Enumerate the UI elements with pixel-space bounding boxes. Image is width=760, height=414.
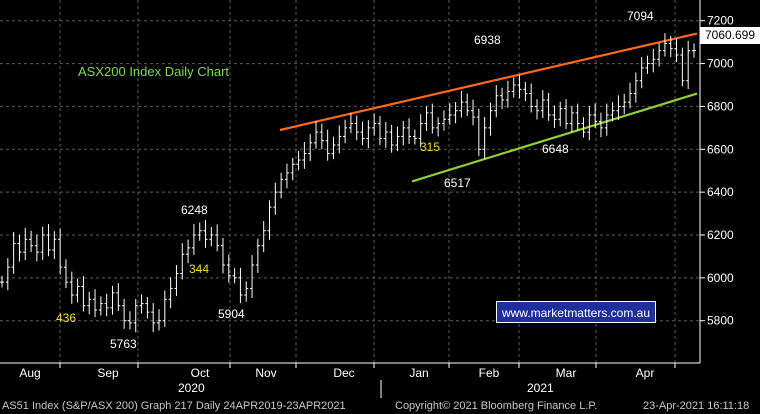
x-month-label: Nov xyxy=(255,366,276,380)
upper-trend-line xyxy=(279,32,698,132)
x-month-label: Dec xyxy=(333,366,354,380)
y-tick-label: 5800 xyxy=(707,314,734,328)
label-344: 344 xyxy=(189,262,209,276)
footer-bar: AS51 Index (S&P/ASX 200) Graph 217 Daily… xyxy=(0,398,760,414)
label-5763: 5763 xyxy=(110,337,137,351)
last-price-badge: 7060.699 xyxy=(700,27,760,44)
lower-trend-line xyxy=(411,92,698,183)
price-bars xyxy=(0,33,696,333)
y-tick-label: 6200 xyxy=(707,228,734,242)
footer-copyright: Copyright© 2021 Bloomberg Finance L.P. xyxy=(395,400,598,412)
label-7094: 7094 xyxy=(627,9,654,23)
y-tick-label: 6600 xyxy=(707,142,734,156)
x-axis-ticks: Aug Sep Oct Nov Dec Jan Feb Mar Apr xyxy=(0,362,700,380)
year-label-2021: 2021 xyxy=(527,381,554,395)
y-axis-ticks: 5800 6000 6200 6400 6600 6800 7000 7200 xyxy=(699,0,734,363)
label-6517: 6517 xyxy=(444,176,471,190)
y-tick-label: 7000 xyxy=(707,57,734,71)
label-436: 436 xyxy=(56,311,76,325)
label-6648: 6648 xyxy=(542,142,569,156)
x-month-label: Sep xyxy=(97,366,119,380)
y-tick-label: 6400 xyxy=(707,185,734,199)
x-month-label: Oct xyxy=(191,366,210,380)
price-chart: 5800 6000 6200 6400 6600 6800 7000 7200 Aug Sep O… xyxy=(0,0,734,398)
label-6248: 6248 xyxy=(181,203,208,217)
footer-timestamp: 23-Apr-2021 16:11:18 xyxy=(643,400,750,412)
year-label-2020: 2020 xyxy=(178,381,205,395)
y-tick-label: 6000 xyxy=(707,271,734,285)
y-tick-label: 7200 xyxy=(707,14,734,28)
chart-title: ASX200 Index Daily Chart xyxy=(78,64,229,79)
label-6938: 6938 xyxy=(474,33,501,47)
y-tick-label: 6800 xyxy=(707,99,734,113)
website-watermark: www.marketmatters.com.au xyxy=(496,301,656,323)
x-month-label: Mar xyxy=(556,366,577,380)
x-month-label: Aug xyxy=(19,366,40,380)
x-month-label: Jan xyxy=(409,366,428,380)
footer-left: AS51 Index (S&P/ASX 200) Graph 217 Daily… xyxy=(2,400,346,412)
label-5904: 5904 xyxy=(218,307,245,321)
grid-lines xyxy=(0,0,700,363)
x-month-label: Feb xyxy=(479,366,500,380)
label-315: 315 xyxy=(420,140,440,154)
x-month-label: Apr xyxy=(636,366,655,380)
